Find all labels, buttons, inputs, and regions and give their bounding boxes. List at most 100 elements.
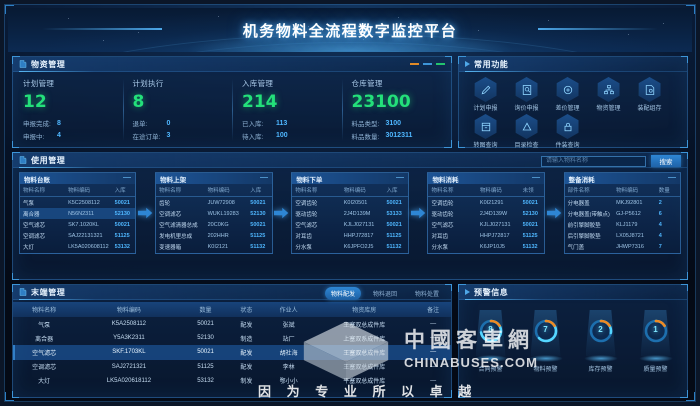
panel-title: 物资管理: [31, 59, 66, 69]
table-row[interactable]: 前引擎脚胶垫 KLJ1179 4: [565, 219, 680, 230]
table-header-row: 物料名称 物料编码 入库: [156, 184, 272, 197]
gauge-ring: [534, 319, 557, 343]
cell-code: 2J4D139M: [343, 210, 371, 217]
header-star[interactable]: [68, 18, 69, 19]
kpi-sub-list: 退单: 0 在途订单: 3: [133, 118, 233, 141]
kpi-sub-value: 4: [57, 132, 61, 139]
cell-code: K5A2508112: [111, 321, 147, 328]
gauge-1[interactable]: 7 物料预警: [523, 310, 569, 373]
cell-code: 202HHR: [207, 233, 229, 240]
panel-title: 末端管理: [31, 287, 66, 297]
flow-card-title: 整备消耗: [568, 176, 595, 184]
table-row[interactable]: 变速器箱 K0I2121 51132: [156, 242, 271, 253]
function-item-6[interactable]: 目录检查: [506, 114, 547, 149]
table-row[interactable]: 空调滤芯 WUKL19283 52130: [156, 208, 271, 219]
table-row[interactable]: 分电器盖(带触点) GJ-P5612 6: [565, 208, 680, 219]
header-star[interactable]: [103, 40, 104, 41]
table-row[interactable]: 空气滤清器总成 20C0KG 50021: [156, 219, 271, 230]
column-header: 物料编码: [204, 184, 248, 197]
kpi-sub-row: 料品数量: 3012311: [352, 131, 452, 141]
function-label: 差价管理: [555, 106, 580, 112]
cell-code: K5C2508112: [68, 199, 100, 206]
cell-code: K0I2121: [207, 244, 229, 251]
table-row[interactable]: 空调齿轮 K0I20501 50021: [292, 197, 407, 209]
cell-code: KJLJ027131: [343, 221, 375, 228]
function-item-4[interactable]: 装配组存: [629, 77, 670, 112]
gauge-ring: [589, 319, 612, 343]
flow-table: 物料名称 物料编码 入库 齿轮 JUW72908 50021 空调滤芯 WUKL19283 52…: [156, 184, 272, 253]
function-item-2[interactable]: 差价管理: [547, 77, 588, 112]
function-item-7[interactable]: 件装查询: [547, 114, 588, 149]
cell-qty: 4: [658, 233, 662, 240]
gauge-base-glow: [638, 355, 673, 362]
column-header: 入库: [247, 184, 272, 197]
header-star[interactable]: [398, 17, 399, 18]
cell-code: MKJ92801: [616, 199, 643, 206]
search-button[interactable]: 搜索: [651, 155, 681, 167]
gauge-0[interactable]: 8 合同预警: [468, 310, 514, 373]
header-star[interactable]: [548, 20, 549, 21]
kpi-sub-key: 在途订单:: [132, 133, 161, 141]
cell-code: K0I20501: [343, 199, 368, 206]
header-star[interactable]: [138, 32, 139, 33]
table-row[interactable]: 发电机里总成 202HHR 51125: [156, 231, 271, 242]
cell-operator: 李林: [282, 365, 295, 372]
tab-2[interactable]: 物料处置: [414, 292, 439, 298]
cell-name: 气门盖: [567, 245, 585, 252]
table-row[interactable]: 离合器 Y5A3K2311 52130 制造 站厂 上塞双系成件库 —: [13, 331, 451, 345]
function-item-1[interactable]: 询价申报: [506, 77, 547, 112]
cell-code: K6JP10J5: [479, 244, 505, 251]
tab-0[interactable]: 物料配发: [324, 287, 361, 300]
table-row[interactable]: 空气滤芯 SKF.1703KL 50021 配发 胡社海 王塞双总成件库 —: [13, 345, 451, 360]
cell-qty: 51132: [250, 244, 266, 251]
header-star[interactable]: [663, 23, 664, 24]
table-row[interactable]: 空气滤芯 SK7.1020KL 50021: [20, 219, 135, 230]
table-row[interactable]: 分水泵 K6JPFO2J5 51132: [292, 242, 407, 253]
table-row[interactable]: 空调滤芯 SAJ2721321 51125 配发 李林 王塞双总成件库 —: [13, 360, 451, 374]
table-row[interactable]: 驱动齿轮 2J4D139W 52130: [428, 208, 543, 219]
tab-1[interactable]: 物料退回: [372, 292, 397, 298]
header-star[interactable]: [218, 16, 219, 17]
table-row[interactable]: 气泵 K5C2508112 50021: [20, 197, 135, 209]
column-header: 物料名称: [156, 184, 205, 197]
lock-icon: [556, 114, 579, 139]
table-row[interactable]: 气门盖 JHWP7316 7: [565, 242, 680, 253]
gauge-3[interactable]: 1 质量预警: [633, 310, 679, 373]
kpi-value: 214: [242, 92, 278, 112]
column-header: 入库: [111, 184, 136, 197]
function-item-0[interactable]: 计划申报: [465, 77, 506, 112]
table-row[interactable]: 分电器盖 MKJ92801 2: [565, 197, 680, 209]
flow-table: 物料名称 物料编码 入库 气泵 K5C2508112 50021 离合器 N56N2311 52…: [20, 184, 136, 253]
cell-qty: 50021: [522, 199, 538, 206]
kpi-sub-row: 申报完成: 8: [23, 118, 123, 129]
material-search-input[interactable]: [541, 155, 646, 167]
gauge-2[interactable]: 2 库存预警: [578, 310, 624, 373]
table-row[interactable]: 驱动齿轮 2J4D139M 53133: [292, 208, 407, 219]
table-row[interactable]: 空气滤芯 KJLJ027131 50021: [292, 219, 407, 230]
table-row[interactable]: 空调齿轮 K0I21291 50021: [428, 197, 543, 209]
function-item-5[interactable]: 转图查询: [465, 114, 506, 149]
flow-card-4: 整备消耗 部件名称 物料编码 数量 分电器盖 MKJ92801 2 分电器盖(带触点) GJ-P…: [563, 172, 682, 254]
table-row[interactable]: 空气滤芯 KJLJ027131 50021: [428, 219, 543, 230]
function-label: 装配组存: [637, 106, 662, 112]
cell-name: 驱动齿轮: [295, 211, 318, 218]
table-row[interactable]: 大灯 LK5A020618112 53132 制发 鄂小小 平塞双总成件库 —: [13, 374, 451, 388]
kpi-row: 计划管理 12 申报完成: 8 申报中: 4 计划执行 8 退单: 0 在途订单: 3 入库管理 214 已…: [13, 72, 451, 148]
header-star[interactable]: [628, 34, 629, 35]
table-row[interactable]: 对耳齿 HHPJ72817 51125: [428, 231, 543, 242]
table-row[interactable]: 对耳齿 HHPJ72817 51125: [292, 231, 407, 242]
table-row[interactable]: 空调滤芯 SAJ22131321 51125: [20, 231, 135, 242]
table-row[interactable]: 气泵 K5A2508112 50021 配发 张斌 王塞双总成件库 —: [13, 317, 451, 331]
cell-qty: 53132: [197, 377, 214, 384]
cell-name: 大灯: [38, 379, 51, 386]
table-row[interactable]: 离合器 N56N2311 52130: [20, 208, 136, 220]
function-item-3[interactable]: 物资管理: [588, 77, 629, 112]
table-row[interactable]: 齿轮 JUW72908 50021: [156, 197, 271, 209]
cell-code: KJLJ027131: [479, 221, 511, 228]
header-star[interactable]: [308, 26, 309, 27]
table-row[interactable]: 大灯 LK5A020608112 53132: [20, 242, 135, 253]
table-row[interactable]: 后引擎脚胶垫 LX05J8721 4: [565, 231, 680, 242]
header-star[interactable]: [478, 30, 479, 31]
cell-code: LX05J8721: [616, 233, 644, 240]
table-row[interactable]: 分水泵 K6JP10J5 51132: [428, 242, 543, 253]
